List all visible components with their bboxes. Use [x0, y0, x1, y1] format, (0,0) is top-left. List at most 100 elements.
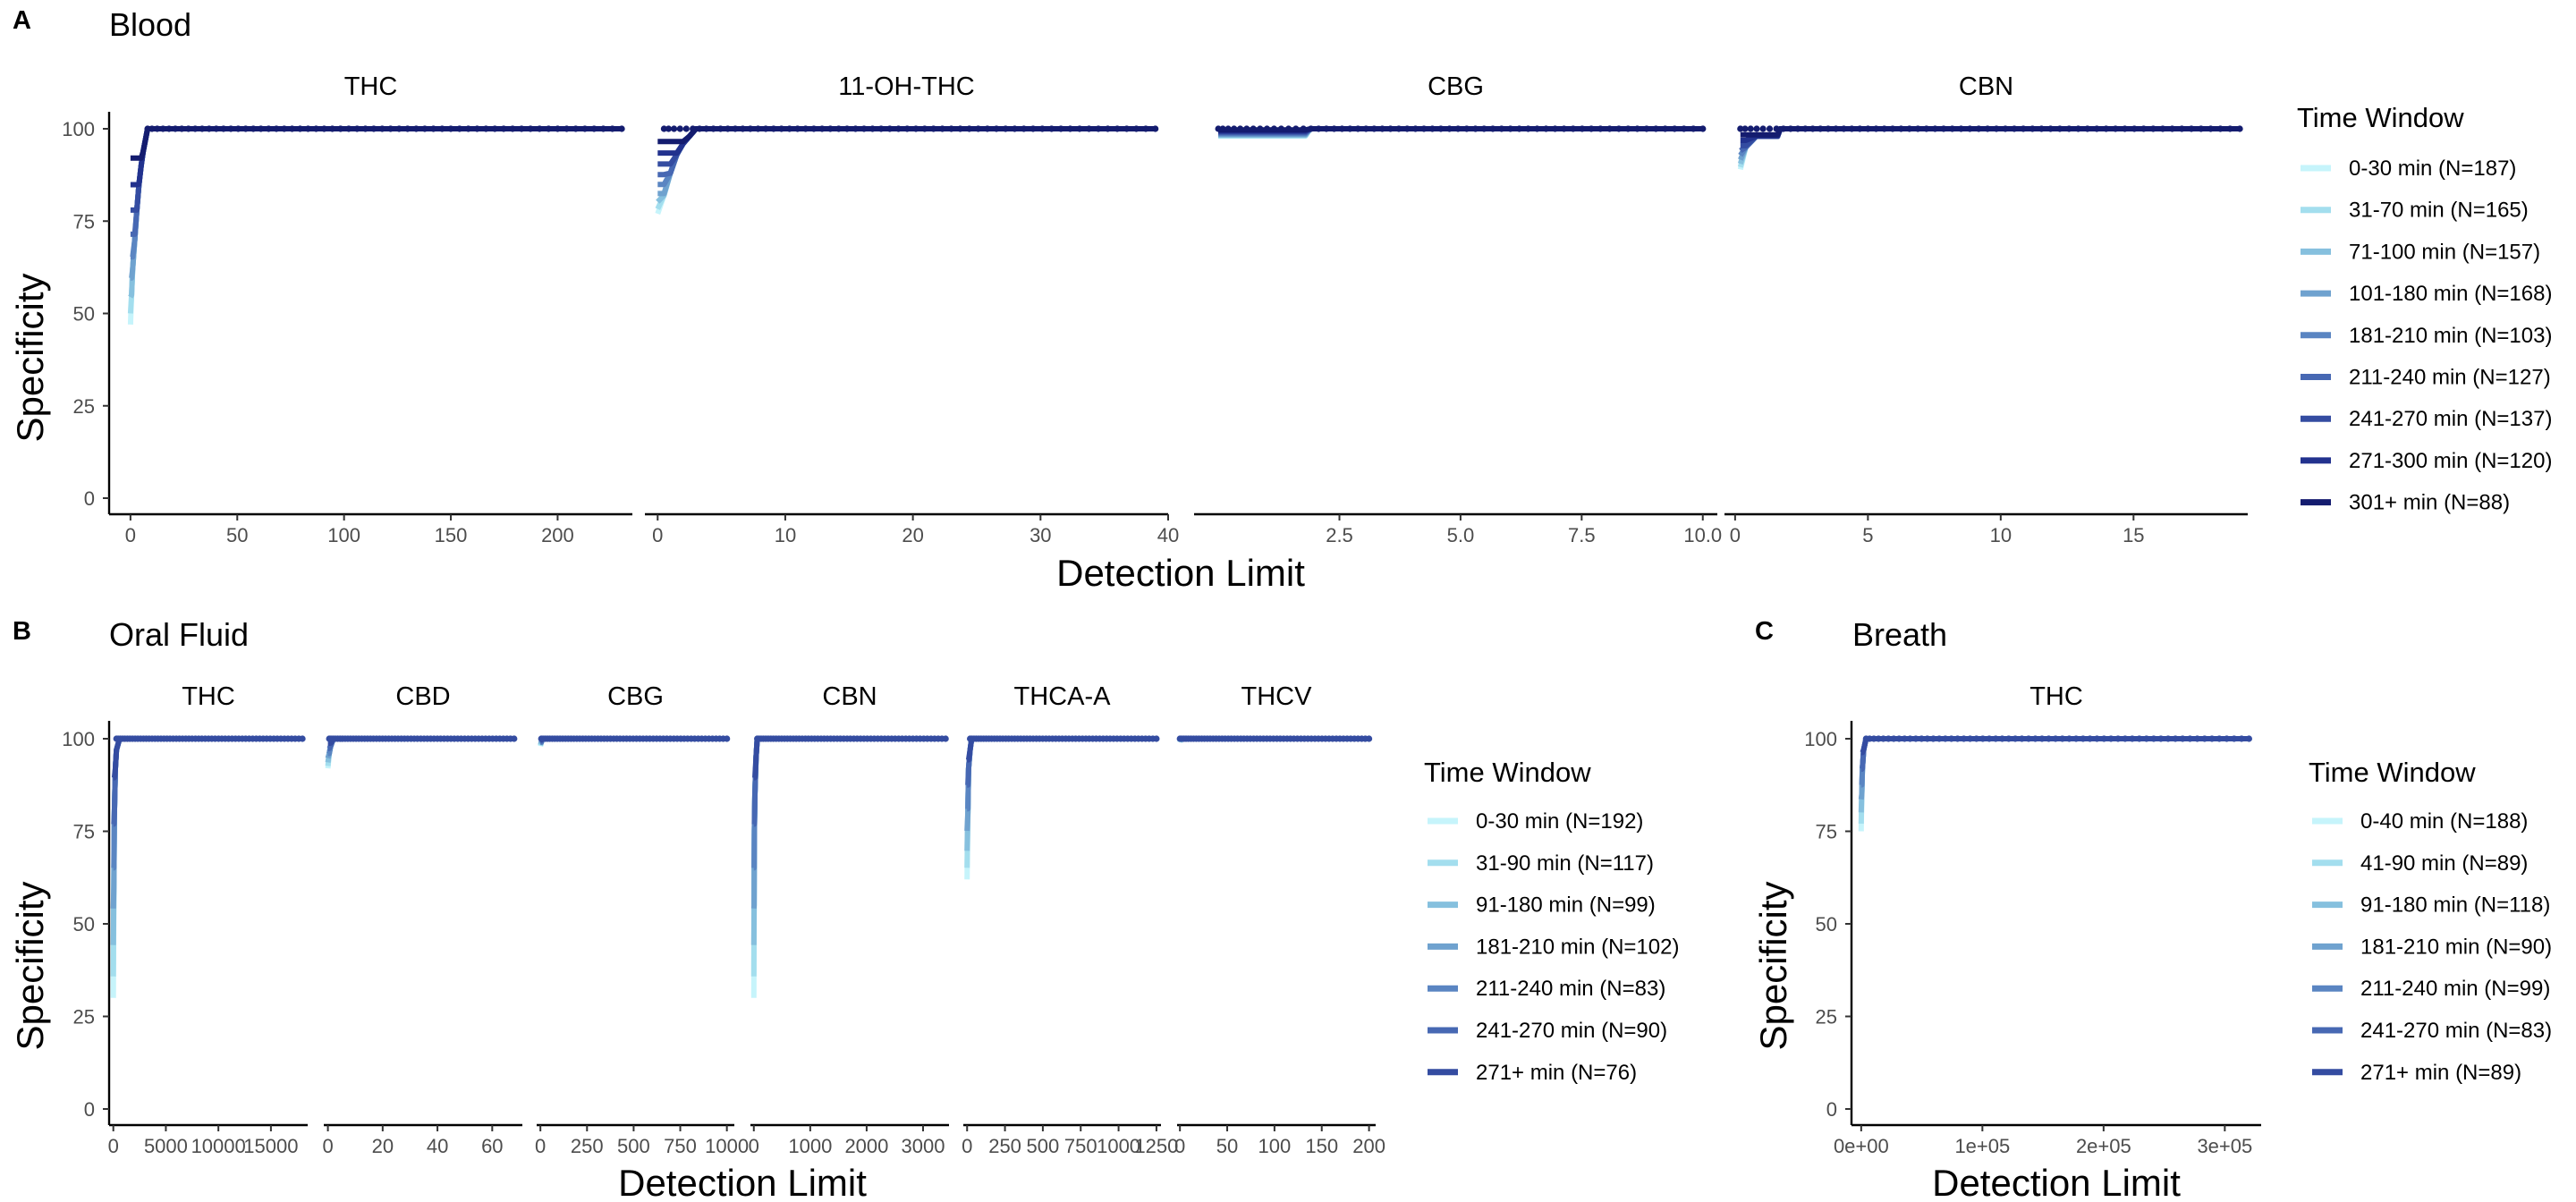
data-point	[191, 125, 199, 132]
facet-strip-label: 11-OH-THC	[838, 72, 975, 101]
data-point	[1975, 125, 1982, 132]
facet-cbd: CBD 0 20 40 60	[322, 682, 522, 1157]
data-point	[1936, 735, 1943, 742]
data-point	[786, 125, 793, 132]
data-point	[159, 125, 166, 132]
data-point	[1292, 125, 1300, 132]
data-point	[1498, 125, 1505, 132]
data-point	[329, 125, 336, 132]
data-point	[554, 125, 562, 132]
data-point	[1848, 125, 1855, 132]
data-point	[1552, 125, 1559, 132]
data-point	[1066, 125, 1074, 132]
facet-thcv: THCV 0 50 100 150 200	[1174, 682, 1385, 1157]
data-point	[2223, 735, 2231, 742]
data-point	[860, 125, 868, 132]
x-tick-label: 500	[617, 1135, 650, 1157]
data-point	[2136, 735, 2143, 742]
y-tick-label: 0	[84, 487, 95, 510]
series-line-window-1	[750, 736, 946, 998]
x-tick-label: 3e+05	[2197, 1135, 2252, 1157]
data-point	[465, 125, 472, 132]
data-point	[2093, 125, 2100, 132]
data-point	[599, 125, 607, 132]
facet-strip-label: THCA-A	[1014, 682, 1112, 711]
data-point	[1231, 125, 1238, 132]
data-point	[1906, 125, 1913, 132]
series-line-window-3	[964, 736, 1157, 851]
data-point	[942, 735, 949, 742]
data-point	[1323, 125, 1330, 132]
data-point	[1872, 125, 1880, 132]
data-point	[1918, 735, 1925, 742]
data-point	[2093, 735, 2100, 742]
data-point	[921, 125, 928, 132]
legend: Time Window 0-30 min (N=187) 31-70 min (N=…	[2297, 102, 2552, 515]
legend-label: 31-90 min (N=117)	[1476, 851, 1654, 876]
data-point	[1153, 735, 1160, 742]
series-line-window-1	[110, 736, 303, 998]
facet-strip-label: CBD	[395, 682, 450, 711]
x-tick-label: 20	[902, 524, 923, 546]
data-point	[2112, 125, 2119, 132]
data-point	[1870, 735, 1877, 742]
legend-label: 211-240 min (N=127)	[2349, 366, 2551, 390]
panel-oral-fluid: B Oral Fluid Specificity Detection Limit 0 25…	[9, 616, 1679, 1202]
y-tick-label: 25	[73, 395, 95, 418]
data-point	[2005, 735, 2012, 742]
x-tick-label: 150	[1305, 1135, 1338, 1157]
data-point	[1961, 735, 1968, 742]
series-line-window-3	[325, 736, 514, 763]
y-axis-title: Specificity	[1752, 881, 1794, 1050]
data-point	[1403, 125, 1411, 132]
data-point	[1420, 125, 1428, 132]
data-point	[1753, 125, 1760, 132]
data-point	[1606, 125, 1614, 132]
data-point	[2131, 125, 2138, 132]
series-line-window-3	[1858, 736, 2250, 813]
plateau-points	[754, 735, 949, 742]
data-point	[2072, 735, 2080, 742]
data-point	[1285, 125, 1292, 132]
data-point	[1561, 125, 1568, 132]
data-point	[1243, 125, 1250, 132]
data-point	[234, 125, 242, 132]
data-point	[1615, 125, 1623, 132]
x-tick-label: 0	[125, 524, 136, 546]
data-point	[2038, 125, 2045, 132]
legend-label: 91-180 min (N=118)	[2360, 893, 2550, 918]
data-point	[1104, 125, 1112, 132]
x-tick-label: 2000	[844, 1135, 888, 1157]
data-point	[1463, 125, 1470, 132]
series-line-window-1	[127, 126, 623, 326]
data-point	[2052, 735, 2059, 742]
data-point	[1662, 125, 1669, 132]
data-point	[1780, 125, 1787, 132]
data-point	[320, 125, 327, 132]
data-point	[1524, 125, 1532, 132]
series-line-window-2	[655, 126, 1156, 210]
legend-label: 301+ min (N=88)	[2349, 491, 2510, 515]
data-point	[1993, 125, 2000, 132]
series-line-window-3	[750, 736, 946, 945]
panel-letter: A	[13, 6, 31, 35]
x-tick-label: 1000	[705, 1135, 749, 1157]
y-tick-label: 100	[62, 728, 95, 750]
x-tick-label: 15000	[243, 1135, 298, 1157]
data-point	[1215, 125, 1222, 132]
data-point	[2074, 125, 2082, 132]
y-tick-label: 75	[73, 210, 95, 233]
legend-label: 31-70 min (N=165)	[2349, 199, 2529, 223]
data-point	[2186, 735, 2193, 742]
data-point	[1992, 735, 1999, 742]
y-axis-title: Specificity	[9, 881, 51, 1050]
data-point	[1480, 125, 1487, 132]
data-point	[370, 125, 377, 132]
data-point	[1516, 125, 1523, 132]
data-point	[1809, 125, 1817, 132]
x-tick-label: 5.0	[1447, 524, 1475, 546]
data-point	[1885, 735, 1892, 742]
data-point	[536, 125, 543, 132]
legend: Time Window 0-40 min (N=188) 41-90 min (N=…	[2309, 757, 2552, 1085]
data-point	[1966, 125, 1973, 132]
